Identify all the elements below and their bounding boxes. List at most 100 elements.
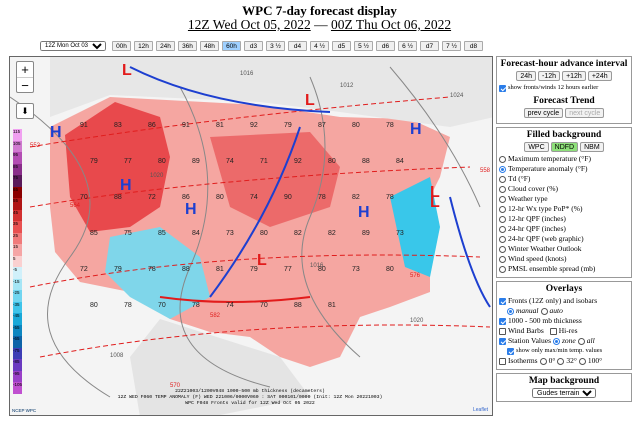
manual-radio[interactable]: [507, 307, 514, 315]
station-temp: 74: [226, 302, 234, 309]
maxmin-toggle[interactable]: show only max/min temp. values: [499, 346, 629, 356]
filled-option[interactable]: Winter Weather Outlook: [499, 244, 629, 254]
filled-option[interactable]: Temperature anomaly (°F): [499, 164, 629, 174]
hour-button[interactable]: d5: [332, 41, 351, 51]
hour-button[interactable]: 6 ½: [398, 41, 417, 51]
leaflet-attribution[interactable]: Leaflet: [472, 407, 488, 413]
plus-24h-button[interactable]: +24h: [587, 71, 612, 81]
radio[interactable]: [499, 245, 506, 253]
filled-option[interactable]: 12-hr QPF (inches): [499, 214, 629, 224]
station-temp: 89: [192, 158, 200, 165]
source-ndfd[interactable]: NDFD: [550, 142, 579, 152]
iso-32-radio[interactable]: [557, 357, 565, 365]
prev-cycle-button[interactable]: prev cycle: [523, 108, 564, 118]
station-temp: 82: [328, 230, 336, 237]
download-icon[interactable]: ⬇: [16, 103, 34, 119]
radio[interactable]: [499, 225, 506, 233]
filled-option[interactable]: Maximum temperature (°F): [499, 154, 629, 164]
zoom-in-button[interactable]: +: [21, 62, 29, 77]
hour-button[interactable]: 24h: [156, 41, 175, 51]
ncep-logo: NCEP WPC: [12, 408, 37, 413]
station-checkbox[interactable]: [499, 337, 506, 345]
hour-button[interactable]: 7 ½: [442, 41, 461, 51]
isotherms-checkbox[interactable]: [499, 357, 506, 365]
thickness-label: 552: [30, 143, 41, 149]
map-background-select[interactable]: Gudes terrain: [532, 388, 596, 398]
station-temp: 78: [318, 194, 326, 201]
radio[interactable]: [499, 255, 506, 263]
legend-entry: 25: [13, 232, 22, 244]
filled-option[interactable]: 12-hr Wx type PoP* (%): [499, 204, 629, 214]
radio[interactable]: [499, 235, 506, 243]
radio[interactable]: [499, 205, 506, 213]
hour-button[interactable]: 00h: [112, 41, 131, 51]
filled-option[interactable]: Wind speed (knots): [499, 254, 629, 264]
init-time-select[interactable]: 12Z Mon Oct 03: [40, 41, 106, 51]
all-radio[interactable]: [577, 337, 585, 345]
iso-0-radio[interactable]: [539, 357, 547, 365]
source-nbm[interactable]: NBM: [580, 142, 604, 152]
canada-land: [50, 57, 492, 127]
hour-button[interactable]: d6: [376, 41, 395, 51]
radio[interactable]: [499, 155, 506, 163]
legend-entry: -5: [13, 267, 22, 279]
iso-100-radio[interactable]: [578, 357, 586, 365]
next-cycle-button[interactable]: next cycle: [565, 108, 605, 118]
zoom-out-button[interactable]: −: [17, 77, 33, 93]
filled-option[interactable]: 24-hr QPF (inches): [499, 224, 629, 234]
legend-entry: 85: [13, 163, 22, 175]
radio[interactable]: [499, 215, 506, 223]
minus-24h-button[interactable]: 24h: [516, 71, 537, 81]
auto-radio[interactable]: [540, 307, 548, 315]
minus-12h-button[interactable]: -12h: [538, 71, 561, 81]
show-earlier-toggle[interactable]: show fronts/winds 12 hours earlier: [499, 83, 629, 93]
station-temp: 91: [182, 122, 190, 129]
hour-button[interactable]: d7: [420, 41, 439, 51]
filled-option[interactable]: Td (°F): [499, 174, 629, 184]
filled-option[interactable]: Cloud cover (%): [499, 184, 629, 194]
legend-entry: -15: [13, 278, 22, 290]
wind-barbs-checkbox[interactable]: [499, 327, 506, 335]
filled-option[interactable]: 24-hr QPF (web graphic): [499, 234, 629, 244]
hour-button[interactable]: d3: [244, 41, 263, 51]
filled-option[interactable]: Weather type: [499, 194, 629, 204]
hour-button[interactable]: 4 ½: [310, 41, 329, 51]
option-label: 12-hr QPF (inches): [508, 214, 566, 223]
radio[interactable]: [499, 185, 506, 193]
hour-button[interactable]: d8: [464, 41, 483, 51]
source-wpc[interactable]: WPC: [524, 142, 549, 152]
option-label: Winter Weather Outlook: [508, 244, 582, 253]
hires-checkbox[interactable]: [549, 327, 557, 335]
label: Isotherms: [508, 356, 538, 365]
hour-button[interactable]: 5 ½: [354, 41, 373, 51]
hour-button[interactable]: 36h: [178, 41, 197, 51]
hour-button[interactable]: 12h: [134, 41, 153, 51]
radio[interactable]: [499, 175, 506, 183]
hour-button[interactable]: 48h: [200, 41, 219, 51]
checkbox[interactable]: [499, 84, 506, 92]
plus-12h-button[interactable]: +12h: [562, 71, 586, 81]
filled-option[interactable]: PMSL ensemble spread (mb): [499, 264, 629, 274]
thickness-toggle[interactable]: 1000 - 500 mb thickness: [499, 316, 629, 326]
legend-entry: -105: [13, 382, 22, 394]
radio[interactable]: [499, 165, 506, 173]
station-temp: 80: [352, 122, 360, 129]
hour-button[interactable]: d4: [288, 41, 307, 51]
radio[interactable]: [499, 265, 506, 273]
valid-start[interactable]: 12Z Wed Oct 05, 2022: [187, 17, 311, 32]
hour-button[interactable]: 3 ½: [266, 41, 285, 51]
zone-radio[interactable]: [553, 337, 560, 345]
station-temp: 80: [158, 158, 166, 165]
station-temp: 84: [192, 230, 200, 237]
station-temp: 81: [328, 302, 336, 309]
hour-button[interactable]: 60h: [222, 41, 241, 51]
station-temp: 79: [114, 266, 122, 273]
radio[interactable]: [499, 195, 506, 203]
pressure-center-label: H: [185, 201, 197, 218]
pressure-center-label: L: [430, 184, 440, 201]
isobar-label: 1020: [150, 173, 164, 179]
valid-end[interactable]: 00Z Thu Oct 06, 2022: [330, 17, 452, 32]
fronts-toggle[interactable]: Fronts (12Z only) and isobars: [499, 296, 629, 306]
